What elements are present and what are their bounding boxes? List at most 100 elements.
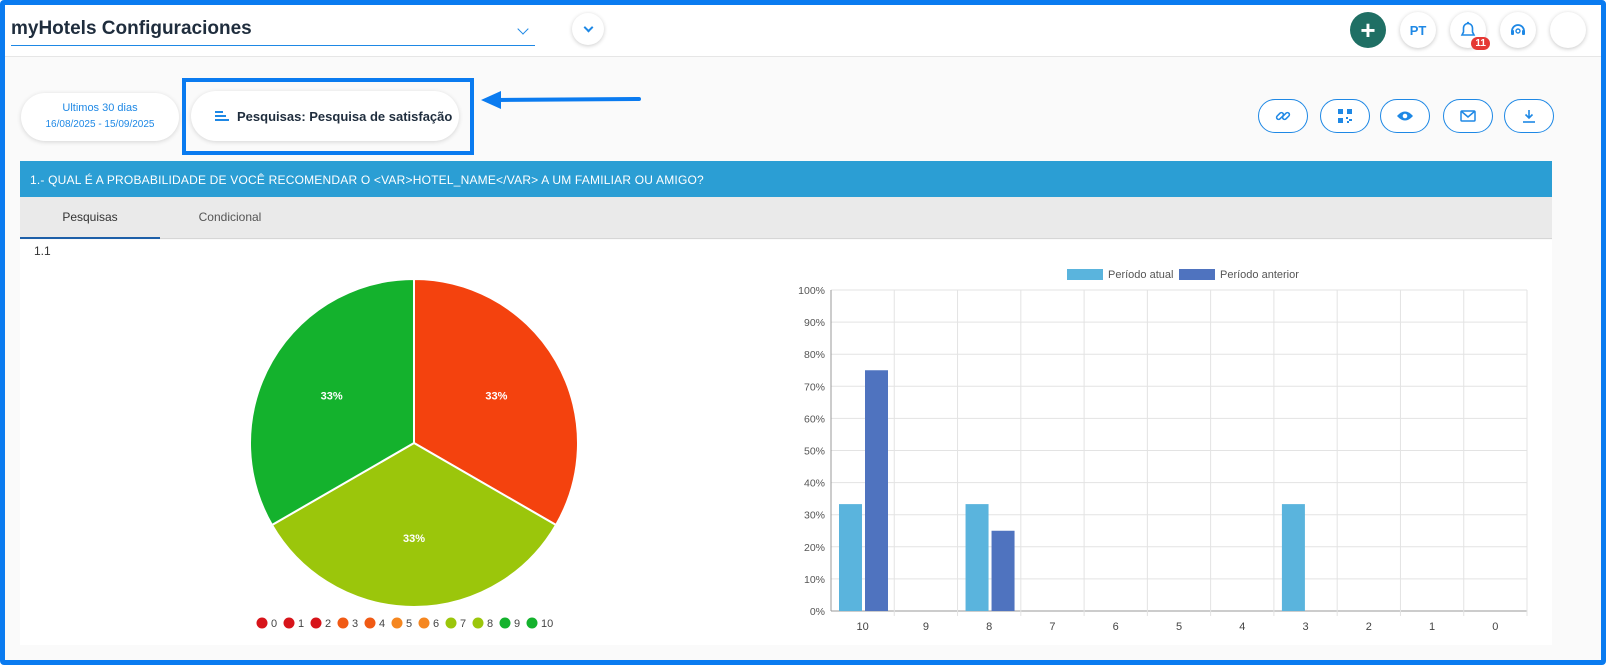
add-label: + bbox=[1360, 15, 1376, 45]
legend-label: 0 bbox=[271, 618, 277, 630]
x-tick-label: 9 bbox=[923, 621, 929, 633]
notifications-button[interactable]: 11 bbox=[1450, 12, 1490, 50]
pie-slice-label: 33% bbox=[403, 533, 425, 545]
legend-label: 3 bbox=[352, 618, 358, 630]
x-tick-label: 3 bbox=[1302, 621, 1308, 633]
y-tick-label: 60% bbox=[804, 413, 825, 425]
hotel-name: myHotels Configuraciones bbox=[11, 18, 252, 39]
legend-label: 10 bbox=[541, 618, 553, 630]
support-button[interactable] bbox=[1500, 12, 1536, 48]
x-tick-label: 2 bbox=[1366, 621, 1372, 633]
legend-label: 8 bbox=[487, 618, 493, 630]
tab-pesquisas[interactable]: Pesquisas bbox=[20, 197, 160, 239]
notification-count-badge: 11 bbox=[1471, 37, 1490, 50]
x-tick-label: 1 bbox=[1429, 621, 1435, 633]
pie-slice-label: 33% bbox=[321, 390, 343, 402]
legend-marker bbox=[310, 617, 322, 629]
bar-8-previous[interactable] bbox=[991, 530, 1015, 611]
link-icon bbox=[1275, 111, 1291, 121]
period-range: 16/08/2025 - 15/09/2025 bbox=[45, 119, 155, 130]
legend-swatch bbox=[1179, 269, 1215, 280]
bar-3-current[interactable] bbox=[1281, 504, 1305, 611]
y-tick-label: 30% bbox=[804, 510, 825, 522]
legend-marker bbox=[256, 617, 268, 629]
headset-icon bbox=[1511, 24, 1525, 35]
bar-10-current[interactable] bbox=[839, 504, 862, 611]
legend-label[interactable]: Período anterior bbox=[1220, 269, 1299, 281]
x-tick-label: 5 bbox=[1176, 621, 1182, 633]
top-bar: myHotels Configuraciones + PT 11 bbox=[5, 5, 1601, 57]
legend-marker bbox=[499, 617, 511, 629]
sub-question-label: 1.1 bbox=[34, 244, 51, 258]
copy-link-button[interactable] bbox=[1258, 99, 1308, 133]
qr-code-icon bbox=[1338, 109, 1352, 123]
pie-slice-label: 33% bbox=[485, 390, 507, 402]
bar-8-current[interactable] bbox=[965, 504, 989, 611]
survey-filter[interactable]: Pesquisas: Pesquisa de satisfação bbox=[191, 91, 459, 141]
legend-label: 7 bbox=[460, 618, 466, 630]
language-label: PT bbox=[1409, 22, 1427, 38]
legend-label: 4 bbox=[379, 618, 385, 630]
legend-marker bbox=[391, 617, 403, 629]
bar-chart: 0%10%20%30%40%50%60%70%80%90%100%10 9 8 7 6 5… bbox=[798, 269, 1528, 633]
legend-marker bbox=[283, 617, 295, 629]
legend-label: 2 bbox=[325, 618, 331, 630]
y-tick-label: 70% bbox=[804, 381, 825, 393]
legend-marker bbox=[472, 617, 484, 629]
download-icon bbox=[1523, 110, 1535, 123]
pie-chart: 33% 33% 33% 0 1 2 3 4 5 6 7 8 9 10 bbox=[249, 277, 579, 630]
y-tick-label: 0% bbox=[810, 606, 825, 618]
chart-panel: 1.1 33% 33% 33% 0 1 2 3 4 5 6 7 8 9 10 0% 10% 20% 30% 40%… bbox=[20, 240, 1552, 645]
question-tabs: Pesquisas Condicional bbox=[20, 197, 1552, 239]
legend-marker bbox=[364, 617, 376, 629]
y-tick-label: 10% bbox=[804, 574, 825, 586]
add-button[interactable]: + bbox=[1350, 12, 1386, 48]
x-tick-label: 8 bbox=[986, 621, 992, 633]
list-icon bbox=[215, 110, 229, 122]
y-tick-label: 80% bbox=[804, 349, 825, 361]
download-button[interactable] bbox=[1504, 99, 1554, 133]
tab-condicional[interactable]: Condicional bbox=[198, 210, 262, 224]
expand-button[interactable] bbox=[572, 13, 604, 45]
date-range-filter[interactable]: Ultimos 30 dias 16/08/2025 - 15/09/2025 bbox=[21, 93, 179, 141]
pie-slice-8[interactable] bbox=[270, 441, 558, 608]
legend-marker bbox=[337, 617, 349, 629]
legend-marker bbox=[418, 617, 430, 629]
eye-icon bbox=[1397, 111, 1413, 121]
legend-label[interactable]: Período atual bbox=[1108, 269, 1173, 281]
mail-icon bbox=[1460, 110, 1476, 122]
x-tick-label: 10 bbox=[857, 621, 869, 633]
chevron-down-icon bbox=[517, 23, 529, 35]
legend-marker bbox=[445, 617, 457, 629]
legend-label: 6 bbox=[433, 618, 439, 630]
email-button[interactable] bbox=[1443, 99, 1493, 133]
chevron-down-icon bbox=[583, 22, 593, 33]
period-label: Ultimos 30 dias bbox=[62, 102, 138, 114]
y-tick-label: 40% bbox=[804, 478, 825, 490]
qr-code-button[interactable] bbox=[1320, 99, 1370, 133]
legend-label: 5 bbox=[406, 618, 412, 630]
pie-slice-9[interactable] bbox=[249, 277, 415, 527]
x-tick-label: 6 bbox=[1113, 621, 1119, 633]
x-tick-label: 0 bbox=[1492, 621, 1498, 633]
more-button[interactable] bbox=[1550, 12, 1586, 48]
question-title: 1.- QUAL É A PROBABILIDADE DE VOCÊ RECOM… bbox=[20, 161, 1552, 197]
annotation-highlight-box bbox=[182, 78, 474, 155]
bell-icon bbox=[1460, 21, 1476, 36]
language-button[interactable]: PT bbox=[1400, 12, 1436, 48]
hotel-selector[interactable]: myHotels Configuraciones bbox=[11, 13, 535, 46]
preview-button[interactable] bbox=[1380, 99, 1430, 133]
y-tick-label: 90% bbox=[804, 317, 825, 329]
y-tick-label: 50% bbox=[804, 446, 825, 458]
legend-label: 9 bbox=[514, 618, 520, 630]
bar-10-previous[interactable] bbox=[865, 370, 888, 611]
survey-filter-label: Pesquisas: Pesquisa de satisfação bbox=[237, 108, 453, 124]
x-tick-label: 7 bbox=[1049, 621, 1055, 633]
legend-marker bbox=[526, 617, 538, 629]
legend-swatch bbox=[1067, 269, 1103, 280]
x-tick-label: 4 bbox=[1239, 621, 1245, 633]
pie-slice-10[interactable] bbox=[413, 277, 579, 527]
y-tick-label: 100% bbox=[798, 285, 825, 297]
annotation-arrow bbox=[481, 91, 641, 109]
